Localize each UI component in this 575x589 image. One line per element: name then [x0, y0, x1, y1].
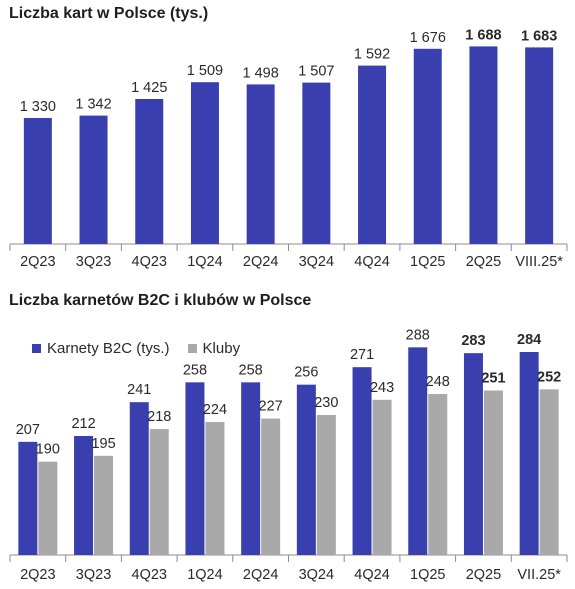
x-tick-label: 1Q24: [187, 567, 222, 583]
x-tick-label: 4Q24: [354, 567, 389, 583]
data-label-passes: 241: [127, 382, 151, 398]
bar-passes: [18, 441, 38, 555]
x-tick-label: 1Q25: [410, 567, 445, 583]
bar-cards: [135, 99, 164, 244]
bar-cards: [79, 115, 108, 244]
data-label-clubs: 195: [91, 436, 115, 452]
bar-cards: [469, 46, 498, 245]
bar-passes: [241, 382, 261, 555]
x-tick-label: 4Q23: [132, 567, 167, 583]
chart-title-cards: Liczba kart w Polsce (tys.): [9, 5, 209, 22]
bar-clubs: [38, 461, 58, 555]
x-tick-label: 2Q24: [243, 567, 278, 583]
bar-clubs: [372, 399, 392, 555]
legend-item-passes: Karnety B2C (tys.): [32, 340, 170, 357]
data-label-passes: 284: [517, 332, 541, 348]
x-tick-label: 2Q23: [20, 254, 55, 270]
x-tick-label: 1Q25: [410, 254, 445, 270]
legend-item-clubs: Kluby: [187, 340, 241, 357]
bar-clubs: [205, 422, 225, 555]
data-label-clubs: 252: [537, 369, 561, 385]
x-tick-label: 4Q23: [132, 254, 167, 270]
x-tick-label: 3Q24: [299, 567, 334, 583]
data-label-passes: 207: [16, 422, 40, 438]
data-label-clubs: 243: [370, 380, 394, 396]
bar-clubs: [316, 415, 336, 555]
x-tick-label: 1Q24: [187, 254, 222, 270]
data-label-passes: 258: [183, 362, 207, 378]
x-tick-label: VIII.25*: [515, 254, 563, 270]
data-label-passes: 288: [406, 327, 430, 343]
chart-title-passes-clubs: Liczba karnetów B2C i klubów w Polsce: [9, 292, 312, 309]
bar-cards: [413, 48, 442, 244]
x-tick-label: 3Q23: [76, 254, 111, 270]
x-tick-label: 2Q24: [243, 254, 278, 270]
data-label-passes: 256: [294, 365, 318, 381]
x-tick-label: 2Q25: [466, 567, 501, 583]
bar-passes: [519, 352, 539, 555]
bar-clubs: [483, 390, 503, 555]
data-label-cards: 1 330: [20, 99, 56, 115]
bar-cards: [358, 65, 387, 244]
legend-label-clubs: Kluby: [202, 340, 241, 357]
bar-passes: [185, 382, 205, 555]
bar-cards: [246, 84, 275, 245]
bar-passes: [463, 353, 483, 555]
bar-passes: [74, 436, 94, 555]
bar-passes: [129, 402, 149, 555]
x-tick-label: 4Q24: [354, 254, 389, 270]
chart-legend: Karnety B2C (tys.) Kluby: [32, 340, 240, 357]
bar-passes: [408, 347, 428, 555]
data-label-cards: 1 688: [465, 27, 501, 43]
legend-swatch-clubs: [187, 344, 197, 353]
x-tick-label: 2Q23: [20, 567, 55, 583]
x-tick-label: VII.25*: [517, 567, 561, 583]
data-label-cards: 1 425: [131, 80, 167, 96]
data-label-cards: 1 592: [354, 47, 390, 63]
data-label-clubs: 251: [481, 371, 505, 387]
x-tick-label: 2Q25: [466, 254, 501, 270]
legend-label-passes: Karnety B2C (tys.): [47, 340, 170, 357]
bar-cards: [302, 82, 331, 244]
data-label-clubs: 190: [36, 442, 60, 458]
data-label-clubs: 227: [259, 399, 283, 415]
bar-clubs: [428, 394, 448, 555]
data-label-cards: 1 509: [187, 63, 223, 79]
data-label-cards: 1 676: [410, 30, 446, 46]
bar-cards: [190, 82, 219, 244]
x-tick-label: 3Q24: [299, 254, 334, 270]
chart-cards: 1 330 2Q23 1 342 3Q23 1 425 4Q23 1 509 1Q24 1 49…: [9, 27, 568, 270]
data-label-passes: 283: [461, 333, 485, 349]
data-label-passes: 258: [239, 362, 263, 378]
bar-passes: [296, 384, 316, 555]
bar-clubs: [94, 455, 114, 555]
x-tick-label: 3Q23: [76, 567, 111, 583]
bar-cards: [525, 47, 554, 245]
data-label-cards: 1 683: [521, 28, 557, 44]
data-label-passes: 212: [71, 416, 95, 432]
data-label-passes: 271: [350, 347, 374, 363]
data-label-cards: 1 498: [243, 65, 279, 81]
legend-swatch-passes: [32, 344, 41, 353]
bar-cards: [23, 118, 52, 244]
bar-clubs: [261, 418, 281, 555]
bar-clubs: [149, 429, 169, 555]
data-label-cards: 1 507: [298, 64, 334, 80]
data-label-clubs: 248: [426, 374, 450, 390]
bar-clubs: [539, 389, 559, 555]
data-label-clubs: 218: [147, 409, 171, 425]
data-label-clubs: 230: [314, 395, 338, 411]
data-label-cards: 1 342: [75, 97, 111, 113]
bar-passes: [352, 367, 372, 555]
data-label-clubs: 224: [203, 402, 227, 418]
